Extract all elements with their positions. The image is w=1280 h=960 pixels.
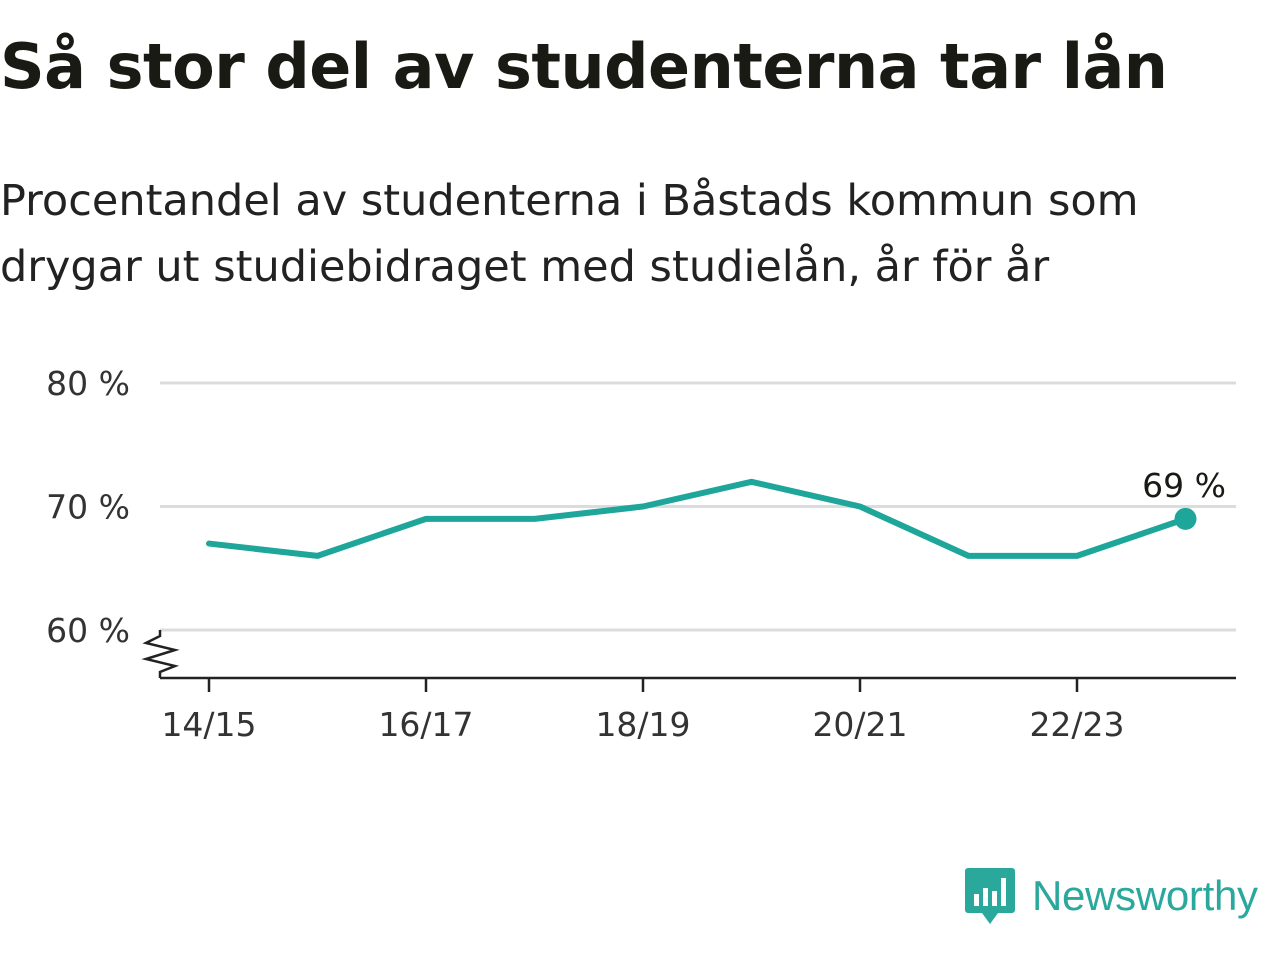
y-tick-label: 70 % — [46, 488, 130, 527]
end-marker: 69 % — [1142, 466, 1226, 530]
y-tick-labels: 60 % 70 % 80 % — [46, 364, 130, 650]
end-point-marker — [1174, 507, 1197, 530]
y-tick-label: 80 % — [46, 364, 130, 403]
brand-name: Newsworthy — [1032, 872, 1258, 919]
series-line-path — [206, 478, 1189, 559]
newsworthy-brand[interactable]: Newsworthy — [964, 864, 1258, 928]
series-line — [206, 478, 1189, 559]
x-ticks: 14/15 16/17 18/19 20/21 22/23 — [161, 678, 1125, 744]
axis-break-zigzag — [141, 630, 180, 678]
grid-lines — [160, 381, 1236, 632]
x-tick-label: 18/19 — [595, 705, 690, 744]
newsworthy-logo-icon — [965, 868, 1015, 924]
x-tick-label: 20/21 — [812, 705, 907, 744]
end-value-label: 69 % — [1142, 466, 1226, 505]
x-tick-label: 14/15 — [161, 705, 256, 744]
chart-subtitle: Procentandel av studenterna i Båstads ko… — [0, 176, 1139, 292]
chart-title: Så stor del av studenterna tar lån — [0, 30, 1168, 103]
line-chart: 60 % 70 % 80 % 14/15 16/17 18/19 20/21 22/23 6… — [46, 364, 1236, 744]
axis-break — [141, 630, 180, 678]
x-tick-label: 16/17 — [378, 705, 473, 744]
y-tick-label: 60 % — [46, 611, 130, 650]
x-tick-label: 22/23 — [1029, 705, 1124, 744]
